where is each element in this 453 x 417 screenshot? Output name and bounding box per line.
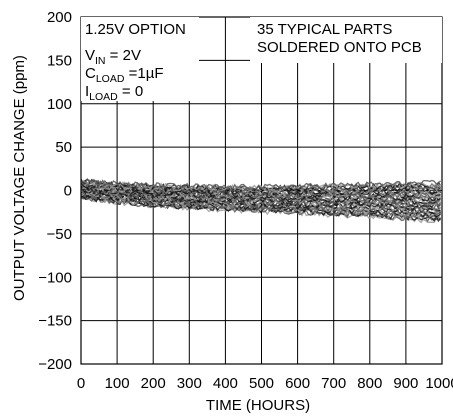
y-axis-label: OUTPUT VOLTAGE CHANGE (ppm)	[11, 55, 28, 301]
y-tick-label: −200	[38, 356, 72, 373]
x-tick-label: 0	[77, 375, 85, 392]
annotation-vin: VIN = 2V	[85, 47, 141, 67]
x-tick-label: 1000	[425, 375, 453, 392]
y-tick-label: 150	[47, 52, 72, 69]
y-tick-label: −150	[38, 313, 72, 330]
y-tick-label: 200	[47, 9, 72, 26]
x-tick-label: 400	[213, 375, 238, 392]
annotation-cload: CLOAD =1µF	[85, 65, 164, 85]
series-line	[80, 185, 442, 203]
annotation-option: 1.25V OPTION	[85, 21, 186, 38]
x-tick-label: 100	[105, 375, 130, 392]
annotation-left: 1.25V OPTION VIN = 2V CLOAD =1µF ILOAD =…	[81, 17, 199, 103]
y-tick-label: 100	[47, 96, 72, 113]
x-tick-label: 500	[249, 375, 274, 392]
annotation-right: 35 TYPICAL PARTS SOLDERED ONTO PCB	[250, 17, 442, 63]
annotation-iload: ILOAD = 0	[85, 83, 143, 103]
x-tick-label: 900	[393, 375, 418, 392]
x-tick-label: 300	[177, 375, 202, 392]
annotation-right-background	[250, 17, 442, 63]
series-group	[80, 178, 442, 224]
series-line	[80, 179, 442, 194]
x-tick-label: 200	[141, 375, 166, 392]
x-tick-label: 700	[321, 375, 346, 392]
y-tick-label: 50	[55, 139, 72, 156]
annotation-soldered: SOLDERED ONTO PCB	[257, 39, 422, 56]
x-axis-ticks: 0 100 200 300 400 500 600 700 800 900 1000	[77, 375, 453, 392]
series-line	[80, 180, 442, 194]
y-tick-label: −100	[38, 269, 72, 286]
series-line	[80, 178, 442, 191]
x-axis-label: TIME (HOURS)	[206, 397, 310, 414]
annotation-left-background	[81, 17, 199, 101]
x-tick-label: 800	[357, 375, 382, 392]
x-tick-label: 600	[285, 375, 310, 392]
y-tick-label: 0	[64, 183, 72, 200]
y-axis-ticks: 200 150 100 50 0 −50 −100 −150 −200	[38, 9, 72, 373]
y-tick-label: −50	[47, 226, 72, 243]
annotation-parts: 35 TYPICAL PARTS	[257, 21, 392, 38]
